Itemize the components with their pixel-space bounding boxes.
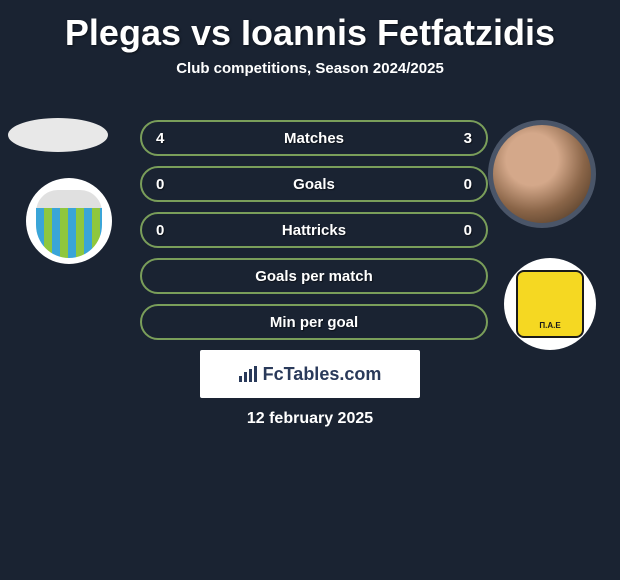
stat-label: Min per goal — [270, 314, 358, 331]
brand-badge: FcTables.com — [200, 350, 420, 398]
stat-label: Hattricks — [282, 222, 346, 239]
chart-icon — [239, 366, 257, 382]
date-label: 12 february 2025 — [0, 410, 620, 428]
stat-right-value: 0 — [464, 222, 472, 239]
stat-left-value: 0 — [156, 222, 164, 239]
stat-row-matches: 4 Matches 3 — [140, 120, 488, 156]
stat-row-goals: 0 Goals 0 — [140, 166, 488, 202]
stat-right-value: 0 — [464, 176, 472, 193]
stat-label: Matches — [284, 130, 344, 147]
subtitle: Club competitions, Season 2024/2025 — [0, 60, 620, 77]
player-left-avatar — [8, 118, 108, 152]
stats-table: 4 Matches 3 0 Goals 0 0 Hattricks 0 Goal… — [140, 120, 488, 350]
stat-left-value: 4 — [156, 130, 164, 147]
page-title: Plegas vs Ioannis Fetfatzidis — [0, 0, 620, 54]
stat-right-value: 3 — [464, 130, 472, 147]
stat-row-mpg: Min per goal — [140, 304, 488, 340]
brand-text: FcTables.com — [263, 364, 382, 385]
stat-row-hattricks: 0 Hattricks 0 — [140, 212, 488, 248]
stat-row-gpm: Goals per match — [140, 258, 488, 294]
stat-left-value: 0 — [156, 176, 164, 193]
stat-label: Goals per match — [255, 268, 373, 285]
club-left-badge — [26, 178, 112, 264]
stat-label: Goals — [293, 176, 335, 193]
club-right-badge: Π.A.E — [504, 258, 596, 350]
player-right-avatar — [488, 120, 596, 228]
